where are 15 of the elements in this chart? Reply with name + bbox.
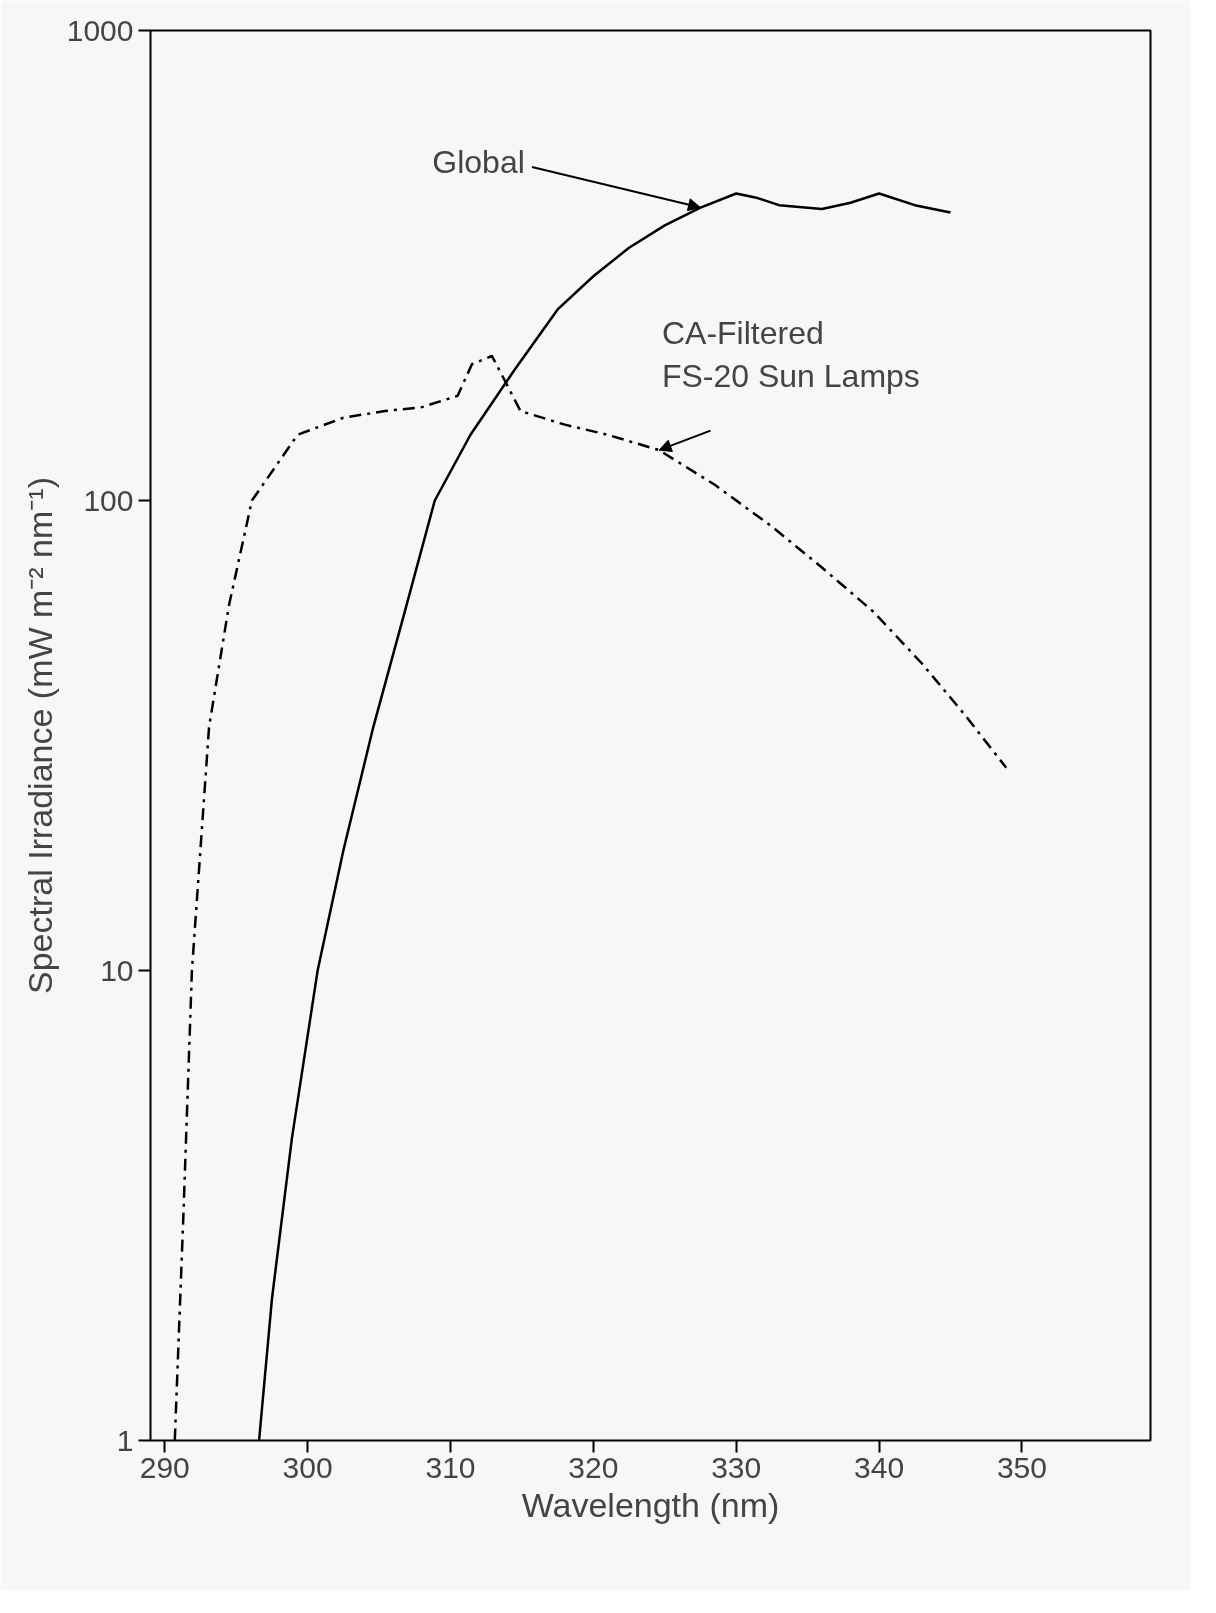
- x-tick-label: 310: [425, 1450, 476, 1484]
- y-tick-label: 1: [116, 1423, 134, 1457]
- x-tick-label: 320: [568, 1450, 619, 1484]
- x-axis-title: Wavelength (nm): [521, 1485, 780, 1524]
- x-tick-label: 290: [139, 1450, 190, 1484]
- x-tick-label: 300: [282, 1450, 333, 1484]
- annotation: Global: [432, 144, 525, 181]
- x-tick-label: 350: [996, 1450, 1047, 1484]
- y-axis-title: Spectral Irradiance (mW m⁻² nm⁻¹): [20, 477, 59, 994]
- y-tick-label: 10: [100, 953, 134, 987]
- y-tick-label: 1000: [66, 13, 134, 47]
- x-tick-label: 340: [854, 1450, 905, 1484]
- annotation: CA-Filtered FS-20 Sun Lamps: [661, 314, 920, 394]
- x-tick-label: 330: [711, 1450, 762, 1484]
- y-tick-label: 100: [83, 483, 134, 517]
